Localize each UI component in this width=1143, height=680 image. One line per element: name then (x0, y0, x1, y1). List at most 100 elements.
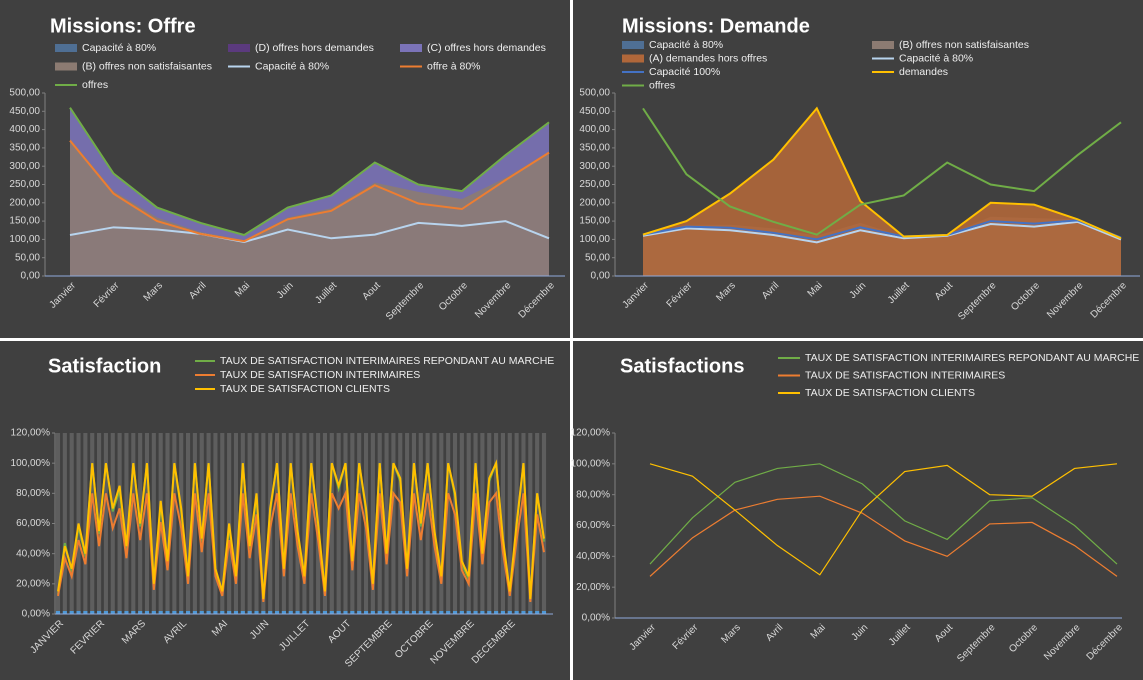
chart-title: Missions: Demande (622, 15, 810, 37)
legend-swatch (872, 41, 894, 49)
line (642, 106, 1122, 240)
bar (343, 610, 348, 614)
bar (363, 610, 369, 614)
bar (90, 433, 95, 614)
bar (281, 610, 286, 614)
bar (158, 610, 163, 614)
bar (186, 610, 191, 614)
y-tick-label: 80,00% (16, 488, 50, 499)
bar (110, 610, 115, 614)
bar (199, 433, 204, 614)
line (642, 107, 1122, 236)
bar (411, 610, 416, 614)
bar (206, 433, 211, 614)
bar (138, 610, 143, 614)
y-tick-label: 500,00 (9, 88, 40, 99)
y-tick-label: 300,00 (9, 161, 40, 172)
y-tick-label: 100,00 (9, 234, 40, 245)
bar (500, 433, 505, 614)
bar (336, 433, 341, 614)
legend-label: offres (649, 79, 675, 91)
bar (466, 610, 471, 614)
line (57, 459, 545, 599)
bar (151, 433, 156, 614)
bar (281, 433, 286, 614)
bar (446, 610, 451, 614)
bar (309, 433, 314, 614)
y-tick-label: 150,00 (579, 216, 610, 227)
bar (90, 610, 95, 614)
bar (309, 610, 314, 614)
bar (131, 610, 136, 614)
bar (274, 433, 280, 614)
bar (446, 433, 451, 614)
y-tick-label: 150,00 (9, 216, 40, 227)
y-tick-label: 100,00 (579, 234, 610, 245)
bar (213, 610, 218, 614)
bar (103, 610, 108, 614)
bar (179, 610, 184, 614)
y-tick-label: 0,00% (582, 613, 610, 624)
bar (480, 610, 485, 614)
bar (261, 610, 266, 614)
bar (487, 610, 492, 614)
bar (165, 610, 170, 614)
bar (240, 433, 245, 614)
y-tick-label: 0,00 (21, 271, 41, 282)
y-tick-label: 120,00% (571, 428, 611, 439)
bar (487, 433, 492, 614)
y-tick-label: 60,00% (576, 520, 610, 531)
y-tick-label: 450,00 (9, 106, 40, 117)
legend-label: (A) demandes hors offres (649, 52, 767, 64)
bar (268, 610, 273, 614)
legend-label: offre à 80% (427, 60, 481, 72)
bar (220, 610, 225, 614)
bar (186, 433, 191, 614)
legend-label: offres (82, 79, 108, 91)
y-tick-label: 50,00 (585, 252, 610, 263)
bar (220, 433, 225, 614)
line (649, 495, 1118, 577)
y-tick-label: 300,00 (579, 161, 610, 172)
line (57, 489, 545, 603)
legend-label: (C) offres hors demandes (427, 42, 546, 54)
bar (370, 433, 375, 614)
y-tick-label: 40,00% (576, 551, 610, 562)
bar (370, 610, 375, 614)
chart-title: Satisfaction (48, 355, 161, 377)
line (649, 463, 1118, 565)
bar (165, 433, 170, 614)
bar (254, 610, 259, 614)
bar (459, 610, 464, 614)
bar (418, 610, 423, 614)
y-tick-label: 400,00 (9, 124, 40, 135)
bar (398, 433, 403, 614)
bar (117, 610, 122, 614)
y-tick-label: 0,00 (591, 271, 611, 282)
legend-label: (B) offres non satisfaisantes (82, 60, 212, 72)
bar (473, 433, 478, 614)
y-tick-label: 350,00 (9, 143, 40, 154)
bar (343, 433, 348, 614)
bar (76, 610, 81, 614)
bar (521, 433, 526, 614)
bar (384, 610, 389, 614)
y-tick-label: 450,00 (579, 106, 610, 117)
y-tick-label: 120,00% (11, 428, 51, 439)
legend-label: Capacité à 80% (899, 52, 973, 64)
bar (302, 610, 307, 614)
bar (507, 433, 512, 614)
bar (452, 610, 458, 614)
bar (357, 610, 362, 614)
bar (439, 610, 444, 614)
bar (233, 433, 239, 614)
y-tick-label: 500,00 (579, 88, 610, 99)
y-tick-label: 400,00 (579, 124, 610, 135)
bar (322, 433, 328, 614)
bar (425, 610, 430, 614)
bar (322, 610, 328, 614)
legend-label: TAUX DE SATISFACTION CLIENTS (220, 383, 390, 395)
bar (192, 610, 197, 614)
bar (240, 610, 245, 614)
bar (247, 610, 252, 614)
